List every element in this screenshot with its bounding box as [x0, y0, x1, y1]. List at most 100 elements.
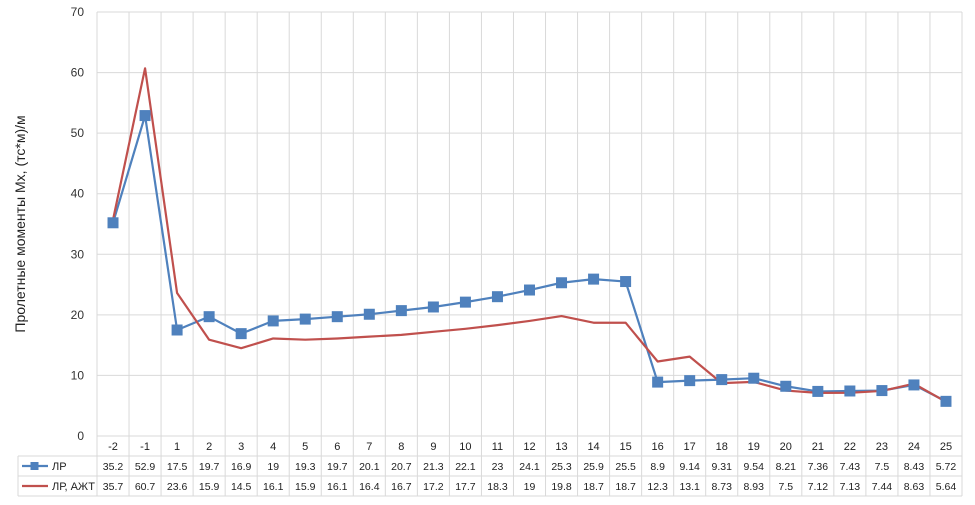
data-label: 16.4: [359, 481, 380, 493]
data-label: 12.3: [647, 481, 668, 493]
data-label: 13.1: [679, 481, 700, 493]
data-label: 19.7: [327, 461, 348, 473]
legend-label: ЛР: [52, 461, 67, 473]
x-tick-label: 3: [238, 441, 244, 453]
data-point: [491, 291, 503, 303]
data-label: 25.5: [615, 461, 636, 473]
data-point: [107, 217, 119, 229]
data-label: 18.3: [487, 481, 508, 493]
data-label: 8.93: [744, 481, 765, 493]
data-label: 23: [492, 461, 504, 473]
data-label: 15.9: [199, 481, 220, 493]
x-tick-label: 4: [270, 441, 276, 453]
data-label: 23.6: [167, 481, 188, 493]
data-label: 18.7: [583, 481, 604, 493]
x-tick-label: 18: [716, 441, 728, 453]
data-label: 8.9: [650, 461, 665, 473]
data-point: [524, 284, 535, 296]
series-lines: [111, 67, 947, 403]
y-tick-label: 30: [71, 247, 85, 261]
y-tick-label: 40: [71, 187, 85, 201]
x-tick-label: 2: [206, 441, 212, 453]
data-label: 17.5: [167, 461, 188, 473]
data-point: [427, 301, 439, 313]
data-point: [620, 276, 632, 288]
data-label: 7.43: [840, 461, 861, 473]
data-point: [459, 296, 471, 308]
y-tick-label: 60: [71, 66, 85, 80]
x-tick-label: 9: [430, 441, 436, 453]
data-point: [395, 305, 407, 317]
data-label: 16.7: [391, 481, 412, 493]
x-tick-label: 21: [812, 441, 824, 453]
data-label: 35.2: [103, 461, 124, 473]
data-label: 21.3: [423, 461, 444, 473]
data-point: [844, 385, 856, 397]
x-tick-label: 12: [523, 441, 535, 453]
data-label: 19.3: [295, 461, 316, 473]
data-label: 60.7: [135, 481, 156, 493]
data-label: 14.5: [231, 481, 252, 493]
data-label: 9.14: [679, 461, 700, 473]
data-point: [171, 324, 183, 336]
data-point: [331, 311, 343, 323]
data-label: 35.7: [103, 481, 124, 493]
data-point: [716, 374, 728, 386]
x-tick-label: 7: [366, 441, 372, 453]
data-label: 19.7: [199, 461, 220, 473]
data-point: [299, 313, 311, 325]
data-label: 18.7: [615, 481, 636, 493]
data-point: [780, 380, 792, 392]
grid: [17, 11, 963, 497]
x-tick-label: 25: [940, 441, 952, 453]
data-point: [588, 273, 600, 285]
data-label: 8.21: [776, 461, 797, 473]
data-label: 16.9: [231, 461, 252, 473]
data-label: 19: [267, 461, 279, 473]
data-point: [363, 308, 375, 320]
data-label: 16.1: [263, 481, 284, 493]
data-label: 25.9: [583, 461, 604, 473]
x-tick-label: 13: [555, 441, 567, 453]
data-label: 22.1: [455, 461, 476, 473]
data-label: 8.73: [712, 481, 733, 493]
data-label: 7.5: [778, 481, 793, 493]
x-tick-label: 20: [780, 441, 792, 453]
legend-key-marker: [30, 462, 39, 470]
data-label: 7.12: [808, 481, 829, 493]
x-tick-label: 10: [459, 441, 471, 453]
data-label: 24.1: [519, 461, 540, 473]
data-label: 9.31: [712, 461, 733, 473]
x-tick-label: 5: [302, 441, 308, 453]
y-tick-label: 0: [77, 429, 84, 443]
data-point: [267, 315, 279, 327]
data-point: [876, 385, 888, 397]
data-label: 20.7: [391, 461, 412, 473]
data-point: [235, 328, 247, 340]
data-point: [812, 385, 824, 397]
y-tick-label: 20: [71, 308, 85, 322]
data-label: 25.3: [551, 461, 572, 473]
y-tick-label: 10: [71, 368, 85, 382]
data-table: -2 -1 1 2 3 4 5 6 7 8 9 10 11 12 13 14 15 16 17 18 19 20 21 22 2…: [22, 441, 956, 493]
legend-label: ЛР, АЖТ: [52, 481, 95, 493]
x-tick-label: 19: [748, 441, 760, 453]
data-point: [652, 376, 664, 388]
data-point: [684, 375, 696, 387]
data-label: 20.1: [359, 461, 380, 473]
data-label: 7.13: [840, 481, 861, 493]
data-label: 17.7: [455, 481, 476, 493]
data-label: 52.9: [135, 461, 156, 473]
x-tick-label: 17: [684, 441, 696, 453]
x-tick-label: 1: [174, 441, 180, 453]
data-label: 5.64: [936, 481, 957, 493]
data-label: 9.54: [744, 461, 765, 473]
y-axis-ticks: 0 10 20 30 40 50 60 70: [71, 5, 85, 443]
data-point: [556, 277, 568, 289]
data-label: 7.5: [875, 461, 890, 473]
series-markers: [107, 110, 952, 407]
x-tick-label: 22: [844, 441, 856, 453]
y-tick-label: 50: [71, 126, 85, 140]
